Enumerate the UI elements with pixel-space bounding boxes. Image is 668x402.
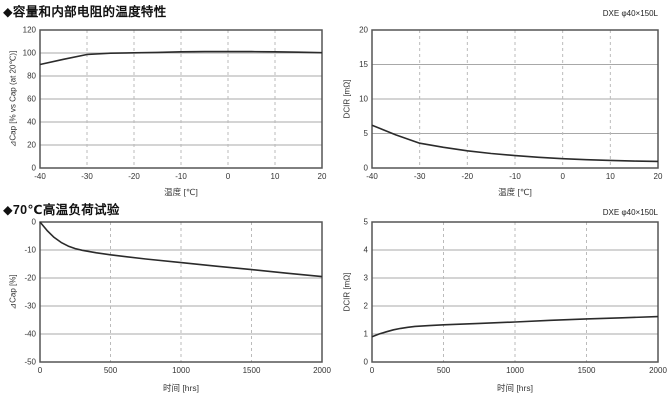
x-tick-label: -20	[128, 172, 140, 181]
y-tick-label: 80	[27, 72, 36, 81]
y-tick-label: -20	[24, 274, 36, 283]
x-tick-label: 10	[271, 172, 280, 181]
x-tick-label: 20	[654, 172, 663, 181]
y-tick-label: 10	[359, 95, 368, 104]
x-tick-label: -10	[509, 172, 521, 181]
chart-delta-cap-vs-time: ⊿Cap [%] -50 -40 -30 -20 -10 0 0 500 1000 1500 200…	[0, 214, 334, 399]
data-curve	[371, 315, 659, 338]
x-tick-label: 0	[560, 172, 565, 181]
data-curve	[39, 221, 323, 278]
plot-area: 0 20 40 60 80 100 120 -40 -30 -20 -10 0 10 20	[23, 26, 327, 181]
y-tick-label: 20	[27, 141, 36, 150]
y-tick-label: 0	[364, 164, 369, 173]
x-tick-label: 0	[370, 366, 375, 375]
data-curve	[371, 124, 659, 163]
plot-area: 0 5 10 15 20 -40 -30 -20 -10 0 10 20	[359, 26, 663, 181]
x-tick-label: 500	[437, 366, 451, 375]
y-tick-label: 5	[364, 129, 369, 138]
x-tick-label: 1500	[243, 366, 261, 375]
x-tick-label: -10	[175, 172, 187, 181]
plot-area: 0 1 2 3 4 5 0 500 1000 1500 2000	[364, 218, 668, 375]
chart-delta-cap-vs-temperature: ⊿Cap [% vs Cap (at 20℃)] 0 20 40 60 80 100 120…	[0, 22, 334, 197]
y-tick-label: -40	[24, 330, 36, 339]
y-tick-label: 15	[359, 60, 368, 69]
y-tick-label: 3	[364, 274, 369, 283]
y-tick-label: 120	[23, 26, 37, 35]
y-tick-label: -10	[24, 246, 36, 255]
section-title-temperature-characteristics: ◆容量和内部电阻的温度特性	[3, 5, 167, 19]
y-tick-label: 4	[364, 246, 369, 255]
x-tick-label: 0	[226, 172, 231, 181]
y-tick-label: 100	[23, 49, 37, 58]
y-tick-label: -50	[24, 358, 36, 367]
plot-frame	[39, 29, 323, 169]
y-tick-label: 0	[32, 164, 37, 173]
x-tick-label: 10	[606, 172, 615, 181]
x-tick-label: 500	[104, 366, 118, 375]
plot-frame	[39, 221, 323, 363]
y-tick-label: 2	[364, 302, 369, 311]
x-axis-label: 时间 [hrs]	[163, 383, 199, 393]
series-label: DXE φ40×150L	[602, 208, 658, 217]
plot-frame	[371, 29, 659, 169]
x-tick-label: 2000	[649, 366, 667, 375]
chart-dcir-vs-time: DXE φ40×150L DCIR [mΩ] 0 1 2 3 4 5 0 500 1000 150…	[334, 208, 668, 399]
x-tick-label: 2000	[313, 366, 331, 375]
x-tick-label: 0	[38, 366, 43, 375]
x-tick-label: 20	[318, 172, 327, 181]
x-tick-label: -30	[414, 172, 426, 181]
y-tick-label: 5	[364, 218, 369, 227]
chart-dcir-vs-temperature: DXE φ40×150L DCIR [mΩ] 0 5 10 15 20 -40 -30 -20…	[334, 9, 668, 197]
y-tick-label: 0	[364, 358, 369, 367]
x-tick-label: 1500	[578, 366, 596, 375]
plot-frame	[371, 221, 659, 363]
y-tick-label: 40	[27, 118, 36, 127]
x-tick-label: -40	[366, 172, 378, 181]
section-title-high-temperature-load-test: ◆70℃高温负荷试验	[3, 203, 120, 217]
x-axis-label: 温度 [℃]	[498, 187, 532, 197]
x-tick-label: -40	[34, 172, 46, 181]
x-tick-label: 1000	[506, 366, 524, 375]
y-tick-label: 0	[32, 218, 37, 227]
x-tick-label: -20	[462, 172, 474, 181]
plot-area: -50 -40 -30 -20 -10 0 0 500 1000 1500 2000	[24, 218, 331, 375]
x-tick-label: -30	[81, 172, 93, 181]
y-tick-label: 1	[364, 330, 369, 339]
data-curve	[39, 50, 323, 66]
y-tick-label: -30	[24, 302, 36, 311]
x-tick-label: 1000	[172, 366, 190, 375]
series-label: DXE φ40×150L	[602, 9, 658, 18]
x-axis-label: 时间 [hrs]	[497, 383, 533, 393]
y-tick-label: 20	[359, 26, 368, 35]
y-tick-label: 60	[27, 95, 36, 104]
x-axis-label: 温度 [℃]	[164, 187, 198, 197]
